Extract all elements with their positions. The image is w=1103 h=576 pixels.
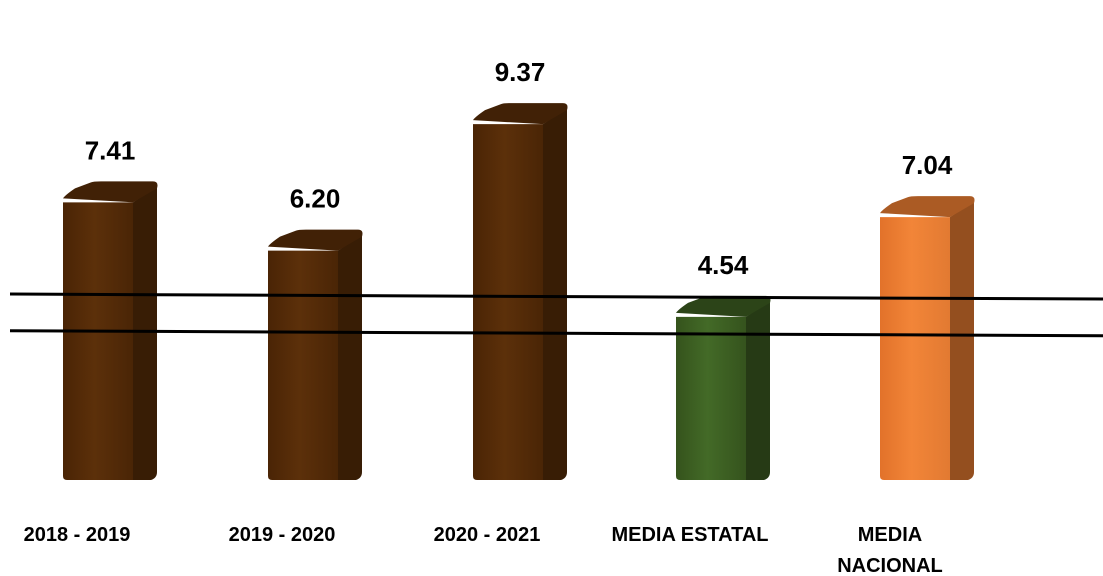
reference-lines: [9, 292, 1103, 338]
bar: [473, 103, 568, 481]
category-labels: 2018 - 2019 2019 - 2020 2020 - 2021 MEDIA E…: [24, 524, 943, 576]
bar-side-face: [746, 300, 770, 480]
bar: [880, 196, 975, 480]
value-labels: 7.41 6.20 9.37 4.54 7.04: [85, 57, 953, 280]
bar: [63, 181, 158, 480]
bar-front-face: [880, 217, 950, 480]
reference-line: [9, 329, 1103, 338]
bar-side-face: [950, 201, 974, 480]
category-label: 2018 - 2019: [24, 524, 131, 546]
bar-top-face: [268, 229, 363, 251]
value-label: 9.37: [495, 57, 546, 87]
category-label: MEDIA ESTATAL: [611, 524, 768, 546]
value-label: 7.41: [85, 135, 136, 165]
bar-front-face: [63, 202, 133, 480]
value-label: 7.04: [902, 150, 953, 180]
category-label: MEDIA: [858, 524, 922, 546]
value-label: 4.54: [698, 250, 749, 280]
bar-side-face: [338, 234, 362, 480]
bar-side-face: [543, 108, 567, 481]
bar-front-face: [268, 250, 338, 480]
bar-top-face: [63, 181, 158, 203]
value-label: 6.20: [290, 184, 341, 214]
bar-front-face: [676, 316, 746, 480]
category-label: NACIONAL: [837, 555, 943, 576]
bar: [268, 229, 363, 480]
bar: [676, 295, 771, 480]
bar-series: [63, 103, 975, 481]
category-label: 2019 - 2020: [229, 524, 336, 546]
category-label: 2020 - 2021: [434, 524, 541, 546]
bar-side-face: [133, 186, 157, 480]
bar-top-face: [676, 295, 771, 317]
bar-front-face: [473, 124, 543, 481]
reference-line: [9, 292, 1103, 301]
bar-top-face: [880, 196, 975, 218]
bar-top-face: [473, 103, 568, 125]
